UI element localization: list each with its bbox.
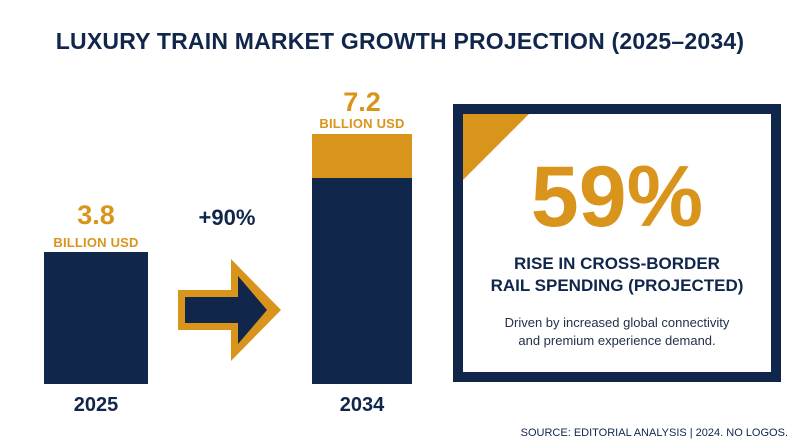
stat-value: 59% [530, 149, 704, 245]
bar-value-label-2034: 7.2 [343, 87, 381, 117]
bar-unit-label-2034: BILLION USD [319, 116, 405, 131]
x-tick-label-2025: 2025 [73, 394, 119, 416]
stat-corner-accent [463, 114, 529, 180]
source-note: SOURCE: EDITORIAL ANALYSIS | 2024. NO LO… [520, 427, 788, 439]
bar-unit-label-2025: BILLION USD [53, 235, 139, 250]
chart-title: LUXURY TRAIN MARKET GROWTH PROJECTION (2… [55, 28, 745, 54]
stat-callout-box: 59% RISE IN CROSS-BORDER RAIL SPENDING (… [453, 104, 781, 382]
x-tick-label-2034: 2034 [339, 394, 385, 416]
stat-label-line-1: RISE IN CROSS-BORDER [514, 254, 720, 273]
right-arrow-icon [178, 259, 281, 361]
stat-label-line-2: RAIL SPENDING (PROJECTED) [490, 276, 744, 295]
bar-2025 [44, 252, 148, 384]
stat-description-line-2: and premium experience demand. [518, 333, 716, 348]
bar-2034-accent-cap [312, 134, 412, 178]
growth-label: +90% [198, 205, 256, 230]
bar-value-label-2025: 3.8 [77, 200, 115, 230]
stat-description-line-1: Driven by increased global connectivity [504, 315, 730, 330]
